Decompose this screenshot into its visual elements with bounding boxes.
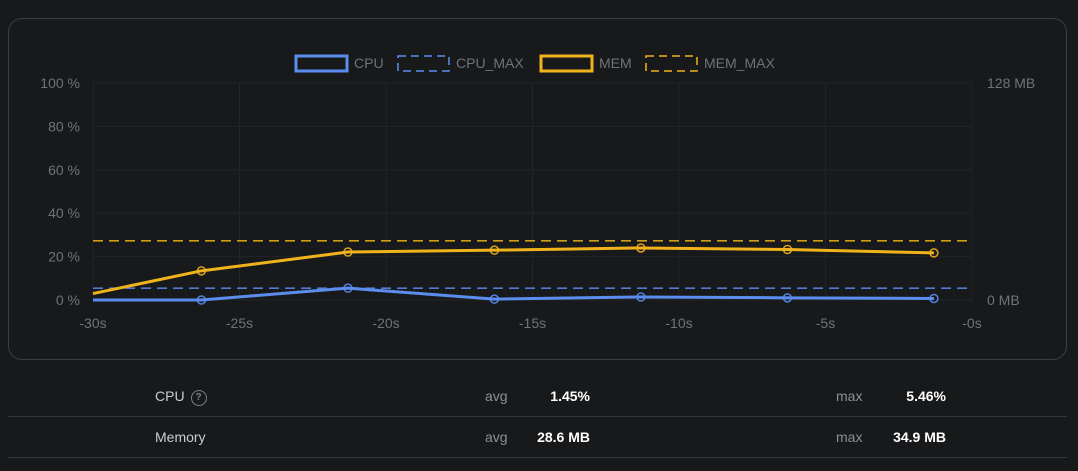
y-axis-left-tick: 60 % <box>48 162 80 178</box>
cpu-memory-line-chart: 100 % 80 % 60 % 40 % 20 % 0 % 128 MB 0 MB -30s -2… <box>40 54 1035 331</box>
x-axis-tick: -10s <box>665 315 692 331</box>
legend-swatch-mem <box>539 54 594 73</box>
memory-max-value: 34.9 MB <box>893 429 946 445</box>
legend-label: MEM <box>599 55 632 71</box>
x-axis-tick: -0s <box>962 315 981 331</box>
y-axis-left-tick: 20 % <box>48 249 80 265</box>
stats-row-cpu: CPU? avg 1.45% max 5.46% <box>8 376 1067 417</box>
legend-label: CPU_MAX <box>456 55 524 71</box>
memory-avg-label: avg <box>485 429 508 445</box>
help-icon[interactable]: ? <box>190 390 207 406</box>
mem-line <box>92 246 934 296</box>
memory-label: Memory <box>155 429 206 445</box>
memory-max-label: max <box>836 429 863 445</box>
mem-data-point <box>636 243 646 253</box>
legend-swatch-cpu-max <box>397 55 450 72</box>
x-axis-tick: -30s <box>79 315 106 331</box>
y-axis-right-tick: 0 MB <box>987 292 1020 308</box>
stats-row-memory: Memory avg 28.6 MB max 34.9 MB <box>8 417 1067 458</box>
x-axis-tick: -20s <box>372 315 399 331</box>
resource-chart-panel <box>8 18 1067 360</box>
y-axis-right-tick: 128 MB <box>987 75 1035 91</box>
x-axis-tick: -25s <box>226 315 253 331</box>
cpu-label: CPU? <box>155 388 207 406</box>
mem-data-point <box>782 244 793 255</box>
legend-swatch-mem-max <box>645 55 698 72</box>
mem-data-point <box>343 247 353 257</box>
x-axis-tick: -15s <box>519 315 546 331</box>
cpu-max-label: max <box>836 388 863 404</box>
cpu-data-point <box>636 292 646 302</box>
y-axis-left-tick: 100 % <box>40 75 80 91</box>
mem-data-point <box>929 248 939 258</box>
memory-avg-value: 28.6 MB <box>537 429 590 445</box>
mem-data-point <box>196 266 207 276</box>
cpu-line <box>93 286 934 302</box>
legend-swatch-cpu <box>294 54 349 73</box>
mem-data-point <box>489 245 500 255</box>
y-axis-left-tick: 80 % <box>48 118 80 134</box>
cpu-data-point <box>489 294 500 304</box>
cpu-avg-label: avg <box>485 388 508 404</box>
y-axis-left-tick: 0 % <box>56 292 80 308</box>
y-axis-left-tick: 40 % <box>48 205 80 221</box>
legend-label: CPU <box>354 55 384 71</box>
cpu-avg-value: 1.45% <box>550 388 590 404</box>
stats-table: CPU? avg 1.45% max 5.46% Memory avg 28.6… <box>8 376 1067 458</box>
x-axis-tick: -5s <box>816 315 835 331</box>
cpu-data-point <box>782 293 793 303</box>
cpu-data-point <box>929 293 939 304</box>
cpu-data-point <box>196 295 207 305</box>
cpu-max-value: 5.46% <box>906 388 946 404</box>
legend-label: MEM_MAX <box>704 55 775 71</box>
